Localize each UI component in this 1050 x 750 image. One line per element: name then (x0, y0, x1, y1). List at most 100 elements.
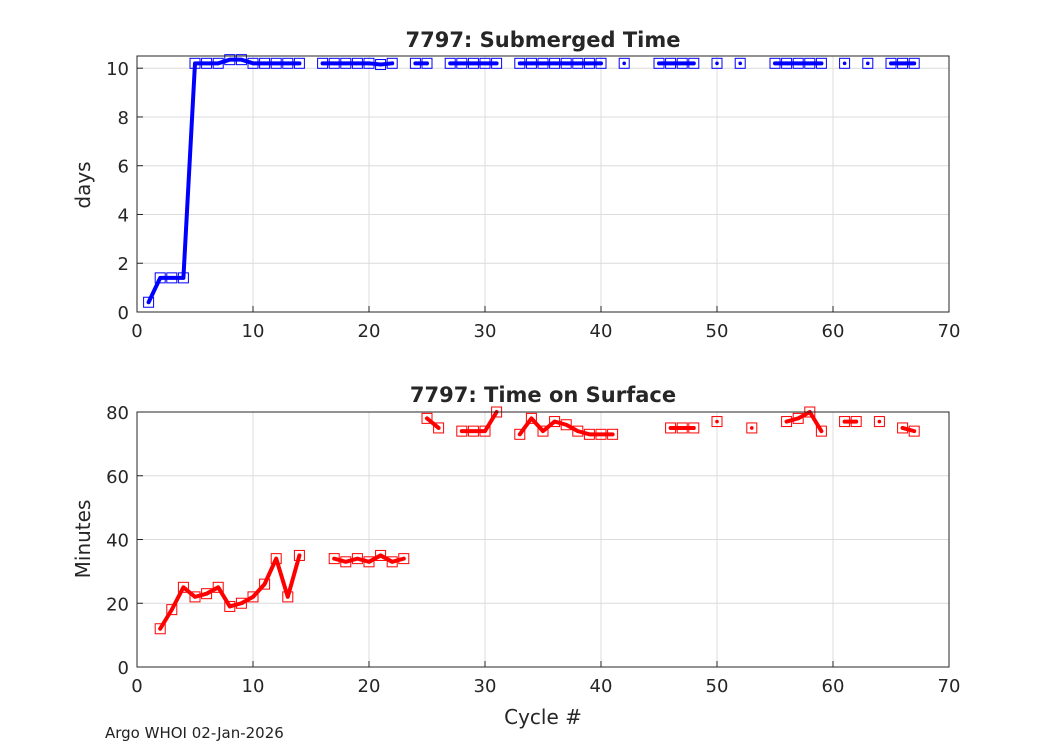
data-point-marker (328, 553, 340, 565)
series-line-segment (146, 57, 302, 305)
data-point-marker (711, 416, 723, 428)
data-point-dot (378, 553, 383, 558)
data-point-marker (549, 416, 561, 428)
data-point-dot (378, 62, 383, 67)
data-point-marker (340, 57, 352, 69)
x-tick-label: 30 (474, 676, 497, 697)
data-point-marker (270, 57, 282, 69)
data-point-dot (900, 61, 905, 66)
data-point-marker (897, 422, 909, 434)
series-line-segment (459, 410, 499, 434)
data-point-marker (885, 57, 897, 69)
x-tick-label: 40 (590, 676, 613, 697)
data-point-marker (839, 57, 851, 69)
data-point-dot (204, 61, 209, 66)
data-point-dot (808, 61, 812, 66)
data-point-dot (471, 61, 476, 66)
data-point-marker (351, 553, 363, 565)
data-point-marker (908, 425, 920, 437)
data-point-marker (293, 57, 305, 69)
data-point-dot (332, 61, 337, 66)
data-point-marker (792, 57, 804, 69)
data-point-dot (877, 419, 882, 424)
data-point-marker (212, 581, 224, 593)
data-point-marker (467, 57, 479, 69)
data-point-dot (576, 429, 580, 433)
data-point-marker (317, 57, 329, 69)
data-point-dot (518, 432, 522, 437)
y-tick-label: 10 (106, 59, 129, 80)
data-point-dot (425, 61, 429, 66)
data-point-marker (386, 57, 398, 69)
data-point-marker (862, 57, 874, 69)
data-point-marker (583, 57, 595, 69)
footer-credit: Argo WHOI 02-Jan-2026 (105, 724, 284, 742)
tick-labels: 0 10 20 30 40 50 60 70 0 2 4 6 8 10 (106, 59, 960, 342)
data-point-dot (390, 560, 395, 564)
series-line-segment (784, 410, 824, 434)
x-axis-label: Cycle # (504, 705, 582, 729)
data-point-marker (224, 600, 236, 612)
data-point-dot (599, 61, 603, 66)
data-point-marker (676, 57, 688, 69)
data-point-marker (792, 412, 804, 424)
data-point-marker (479, 425, 491, 437)
axes-box (136, 55, 950, 313)
data-point-dot (367, 560, 371, 564)
data-point-marker (583, 428, 595, 440)
data-point-dot (193, 595, 197, 599)
data-point-dot (541, 429, 545, 433)
data-point-marker (491, 57, 503, 69)
data-point-marker (235, 597, 247, 609)
data-point-marker (456, 425, 468, 437)
data-point-marker (560, 57, 572, 69)
x-tick-label: 10 (242, 321, 265, 342)
data-point-dot (170, 276, 174, 280)
data-point-dot (274, 61, 279, 66)
data-point-marker (537, 57, 549, 69)
data-point-dot (181, 276, 186, 280)
data-point-dot (796, 416, 800, 421)
data-point-marker (873, 416, 885, 428)
data-point-marker (815, 425, 827, 437)
y-tick-label: 2 (118, 254, 129, 275)
data-point-marker (293, 549, 305, 561)
data-point-marker (734, 57, 746, 69)
data-point-marker (665, 57, 677, 69)
y-tick-label: 0 (118, 303, 129, 324)
x-tick-label: 60 (822, 321, 845, 342)
data-point-marker (224, 54, 236, 66)
data-point-marker (363, 556, 375, 568)
data-point-dot (622, 61, 626, 66)
data-point-dot (587, 61, 592, 66)
data-point-marker (897, 57, 909, 69)
data-point-marker (769, 57, 781, 69)
y-axis-label: days (71, 161, 95, 208)
data-point-marker (433, 422, 445, 434)
data-point-dot (819, 429, 824, 433)
data-point-dot (610, 432, 615, 437)
data-point-dot (668, 61, 673, 66)
data-point-dot (344, 61, 348, 66)
data-point-dot (228, 604, 232, 609)
data-point-dot (912, 61, 916, 66)
chart-title: 7797: Time on Surface (410, 383, 676, 407)
data-point-dot (216, 585, 220, 590)
data-point-marker (815, 57, 827, 69)
data-point-marker (595, 428, 607, 440)
data-point-marker (398, 553, 410, 565)
chart-title: 7797: Submerged Time (405, 28, 680, 52)
data-point-dot (750, 426, 754, 430)
data-point-dot (460, 429, 464, 433)
data-point-marker (572, 425, 584, 437)
data-point-marker (456, 57, 468, 69)
data-point-marker (444, 57, 456, 69)
data-point-dot (599, 432, 603, 437)
data-point-dot (854, 419, 858, 424)
data-point-marker (653, 57, 665, 69)
data-point-dot (680, 426, 684, 430)
data-point-marker (409, 57, 421, 69)
data-point-dot (170, 607, 174, 612)
data-point-marker (282, 57, 294, 69)
data-point-dot (436, 426, 441, 430)
